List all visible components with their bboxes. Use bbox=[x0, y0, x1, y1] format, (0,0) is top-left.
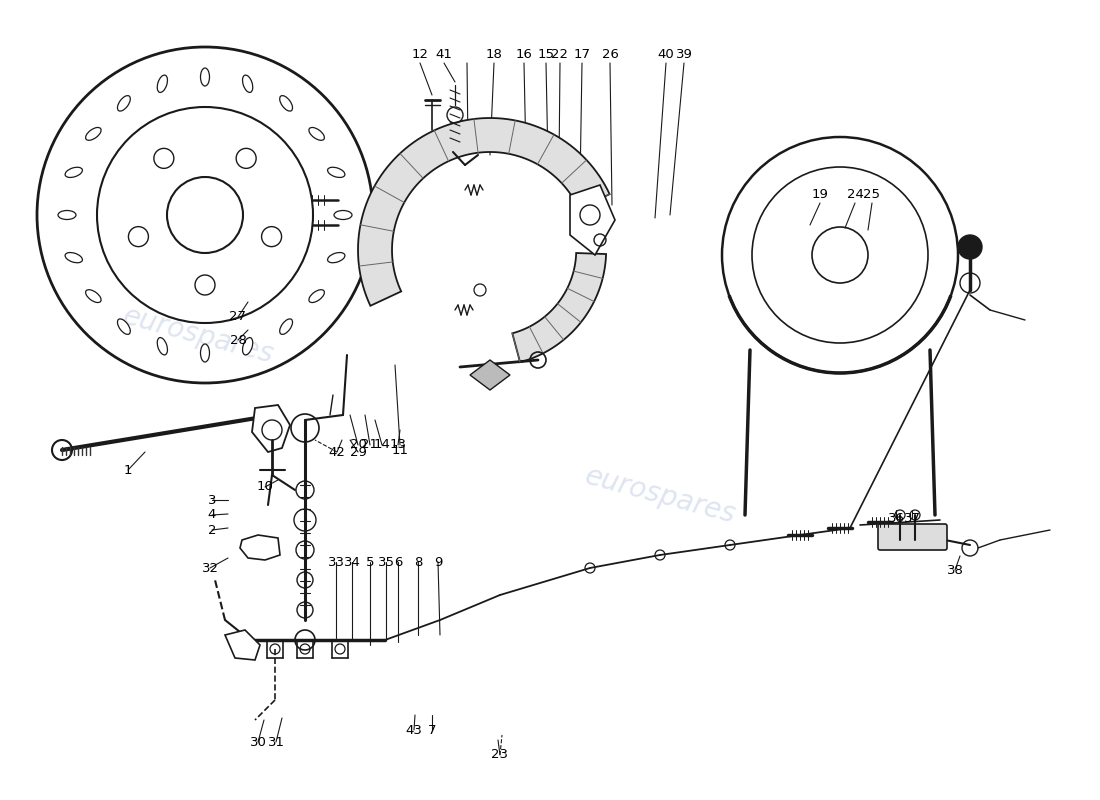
Ellipse shape bbox=[157, 338, 167, 355]
Ellipse shape bbox=[328, 167, 345, 178]
Ellipse shape bbox=[309, 127, 324, 140]
Ellipse shape bbox=[242, 338, 253, 355]
Text: 34: 34 bbox=[343, 555, 361, 569]
Text: 32: 32 bbox=[201, 562, 219, 574]
Ellipse shape bbox=[86, 127, 101, 140]
Text: 18: 18 bbox=[485, 49, 503, 62]
Text: 1: 1 bbox=[123, 463, 132, 477]
Text: 35: 35 bbox=[377, 555, 395, 569]
Text: eurospares: eurospares bbox=[120, 302, 276, 370]
Text: 37: 37 bbox=[903, 511, 921, 525]
Text: 25: 25 bbox=[864, 189, 880, 202]
Polygon shape bbox=[226, 630, 260, 660]
Ellipse shape bbox=[242, 75, 253, 93]
Text: 24: 24 bbox=[847, 189, 864, 202]
Text: 43: 43 bbox=[406, 723, 422, 737]
Text: 30: 30 bbox=[250, 735, 266, 749]
Text: 4: 4 bbox=[208, 509, 217, 522]
Text: 40: 40 bbox=[658, 49, 674, 62]
Text: 22: 22 bbox=[551, 49, 569, 62]
Text: 17: 17 bbox=[573, 49, 591, 62]
Text: 11: 11 bbox=[392, 443, 408, 457]
Polygon shape bbox=[358, 118, 609, 306]
Polygon shape bbox=[252, 405, 290, 452]
Text: 3: 3 bbox=[208, 494, 217, 506]
Text: 9: 9 bbox=[433, 555, 442, 569]
Polygon shape bbox=[513, 253, 606, 362]
Ellipse shape bbox=[58, 210, 76, 219]
Text: 28: 28 bbox=[230, 334, 246, 346]
Ellipse shape bbox=[118, 96, 130, 111]
Text: 41: 41 bbox=[436, 49, 452, 62]
Ellipse shape bbox=[309, 290, 324, 302]
Text: 2: 2 bbox=[208, 523, 217, 537]
Text: 39: 39 bbox=[675, 49, 692, 62]
Ellipse shape bbox=[279, 319, 293, 334]
Text: 20: 20 bbox=[350, 438, 366, 451]
Text: 42: 42 bbox=[329, 446, 345, 458]
Ellipse shape bbox=[157, 75, 167, 93]
Text: 7: 7 bbox=[428, 723, 437, 737]
Ellipse shape bbox=[86, 290, 101, 302]
Text: 29: 29 bbox=[350, 446, 366, 458]
Text: 21: 21 bbox=[362, 438, 378, 451]
Ellipse shape bbox=[328, 253, 345, 262]
Text: 38: 38 bbox=[947, 563, 964, 577]
Text: 27: 27 bbox=[230, 310, 246, 323]
Text: 13: 13 bbox=[389, 438, 407, 451]
Ellipse shape bbox=[200, 68, 209, 86]
FancyBboxPatch shape bbox=[878, 524, 947, 550]
Text: 5: 5 bbox=[365, 555, 374, 569]
Polygon shape bbox=[470, 360, 510, 390]
Text: 8: 8 bbox=[414, 555, 422, 569]
Ellipse shape bbox=[65, 253, 82, 262]
Text: 33: 33 bbox=[328, 555, 344, 569]
Text: 31: 31 bbox=[267, 735, 285, 749]
Ellipse shape bbox=[334, 210, 352, 219]
Text: 16: 16 bbox=[516, 49, 532, 62]
Ellipse shape bbox=[65, 167, 82, 178]
Circle shape bbox=[958, 235, 982, 259]
Polygon shape bbox=[570, 185, 615, 255]
Text: eurospares: eurospares bbox=[582, 462, 738, 530]
Text: 6: 6 bbox=[394, 555, 403, 569]
Text: 36: 36 bbox=[888, 511, 904, 525]
Text: 19: 19 bbox=[812, 189, 828, 202]
Ellipse shape bbox=[118, 319, 130, 334]
Text: 10: 10 bbox=[256, 481, 274, 494]
Text: 15: 15 bbox=[538, 49, 554, 62]
Text: 12: 12 bbox=[411, 49, 429, 62]
Text: 23: 23 bbox=[492, 749, 508, 762]
Ellipse shape bbox=[279, 96, 293, 111]
Ellipse shape bbox=[200, 344, 209, 362]
Text: 14: 14 bbox=[374, 438, 390, 451]
Polygon shape bbox=[240, 535, 280, 560]
Text: 26: 26 bbox=[602, 49, 618, 62]
